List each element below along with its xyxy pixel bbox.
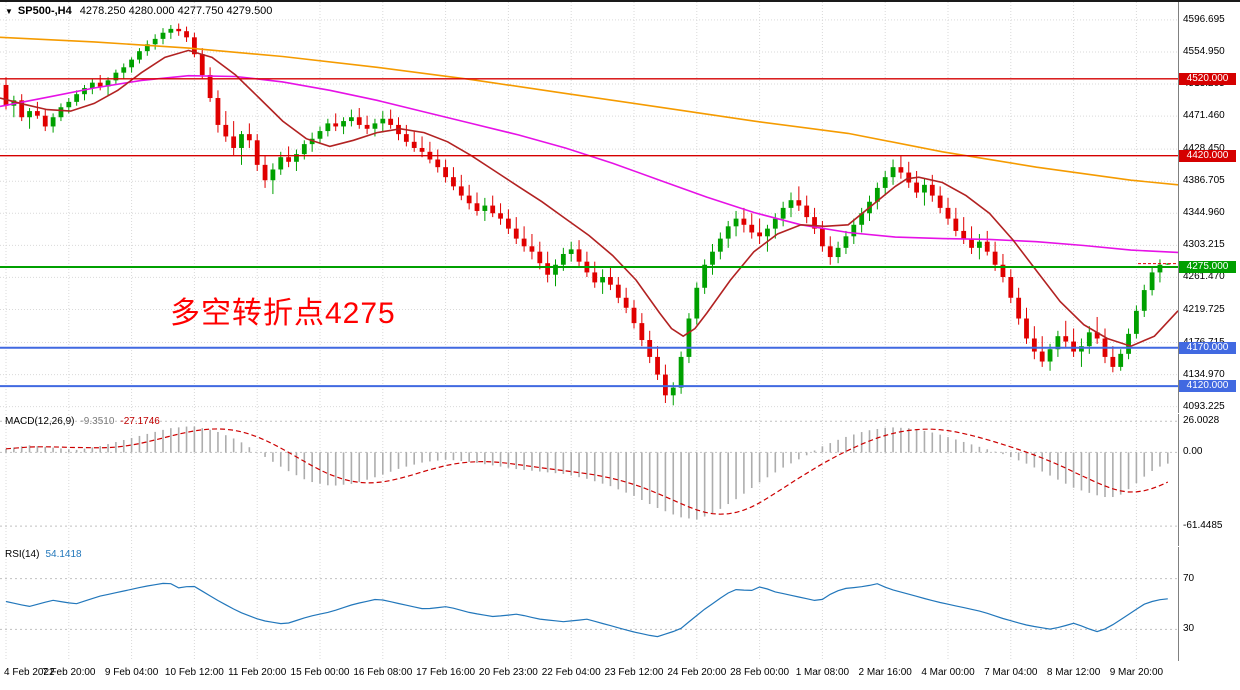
rsi-indicator-panel: 70 30 RSI(14) 54.1418	[0, 547, 1240, 663]
axis-tick-label: 4303.215	[1183, 239, 1225, 251]
price-axis[interactable]: 4596.6954554.9504513.2054471.4604428.450…	[1178, 2, 1240, 413]
price-level-label[interactable]: 4120.000	[1179, 380, 1236, 393]
axis-tick-label: 0.00	[1183, 446, 1203, 458]
price-level-label[interactable]: 4170.000	[1179, 341, 1236, 354]
axis-tick-label: 4344.960	[1183, 207, 1225, 219]
rsi-canvas[interactable]	[0, 547, 1178, 661]
macd-signal-value: -27.1746	[120, 416, 160, 427]
time-label: 23 Feb 12:00	[604, 667, 664, 678]
time-label: 15 Feb 00:00	[290, 667, 350, 678]
time-label: 9 Mar 20:00	[1109, 667, 1164, 678]
rsi-current-value: 54.1418	[45, 549, 82, 560]
time-label: 2 Mar 16:00	[858, 667, 912, 678]
chart-title-bar: ▼ SP500-,H4 4278.250 4280.000 4277.750 427…	[5, 5, 272, 17]
rsi-indicator-label: RSI(14) 54.1418	[5, 549, 88, 560]
macd-main-value: -9.3510	[80, 416, 115, 427]
time-label: 20 Feb 23:00	[478, 667, 538, 678]
axis-tick-label: 4471.460	[1183, 110, 1225, 122]
time-label: 28 Feb 00:00	[730, 667, 790, 678]
price-level-label[interactable]: 4275.000	[1179, 261, 1236, 274]
axis-tick-label: 4134.970	[1183, 368, 1225, 380]
time-label: 22 Feb 04:00	[541, 667, 601, 678]
time-label: 4 Mar 00:00	[921, 667, 975, 678]
macd-indicator-panel: 26.0028 0.00 -61.4485 MACD(12,26,9) -9.3510…	[0, 414, 1240, 548]
time-label: 16 Feb 08:00	[353, 667, 413, 678]
window-top-edge	[0, 0, 1240, 2]
macd-value-axis[interactable]: 26.0028 0.00 -61.4485	[1178, 414, 1240, 546]
time-label: 1 Mar 08:00	[795, 667, 850, 678]
axis-tick-label: -61.4485	[1183, 520, 1223, 532]
axis-tick-label: 4386.705	[1183, 175, 1225, 187]
time-label: 17 Feb 16:00	[416, 667, 476, 678]
macd-name-label: MACD(12,26,9)	[5, 416, 75, 427]
axis-tick-label: 4428.450	[1183, 143, 1225, 155]
axis-tick-label: 70	[1183, 572, 1195, 584]
time-label: 9 Feb 04:00	[104, 667, 159, 678]
time-label: 10 Feb 12:00	[164, 667, 224, 678]
macd-indicator-label: MACD(12,26,9) -9.3510 -27.1746	[5, 416, 166, 427]
time-label: 7 Feb 20:00	[42, 667, 96, 678]
axis-tick-label: 4219.725	[1183, 303, 1225, 315]
axis-tick-label: 30	[1183, 623, 1195, 635]
price-level-label[interactable]: 4520.000	[1179, 72, 1236, 85]
price-chart-panel: 4596.6954554.9504513.2054471.4604428.450…	[0, 2, 1240, 415]
rsi-name-label: RSI(14)	[5, 549, 40, 560]
axis-tick-label: 26.0028	[1183, 415, 1220, 427]
price-level-label[interactable]: 4420.000	[1179, 149, 1236, 162]
macd-histogram	[5, 426, 1169, 520]
axis-tick-label: 4093.225	[1183, 400, 1225, 412]
rsi-value-axis[interactable]: 70 30	[1178, 547, 1240, 661]
candles	[3, 23, 1171, 406]
axis-tick-label: 4261.470	[1183, 271, 1225, 283]
time-label: 4 Feb 2022	[4, 667, 55, 678]
axis-tick-label: 4596.695	[1183, 13, 1225, 25]
macd-signal-line	[5, 428, 1169, 515]
ma-slow-orange	[0, 36, 1178, 186]
time-label: 7 Mar 04:00	[984, 667, 1038, 678]
time-label: 8 Mar 12:00	[1046, 667, 1101, 678]
collapse-toggle-icon[interactable]: ▼	[5, 7, 13, 16]
price-chart-canvas[interactable]	[0, 2, 1178, 413]
symbol-timeframe-label: SP500-,H4	[17, 5, 72, 17]
time-axis[interactable]: 4 Feb 2022 7 Feb 20:00 9 Feb 04:00 10 Feb 1…	[0, 662, 1240, 690]
ohlc-values-label: 4278.250 4280.000 4277.750 4279.500	[79, 5, 273, 17]
axis-tick-label: 4554.950	[1183, 45, 1225, 57]
time-label: 24 Feb 20:00	[667, 667, 727, 678]
grid-lines	[0, 2, 1178, 413]
time-label: 11 Feb 20:00	[228, 667, 287, 678]
macd-canvas[interactable]	[0, 414, 1178, 546]
rsi-line	[5, 582, 1168, 638]
annotation-text: 多空转折点4275	[170, 297, 396, 330]
